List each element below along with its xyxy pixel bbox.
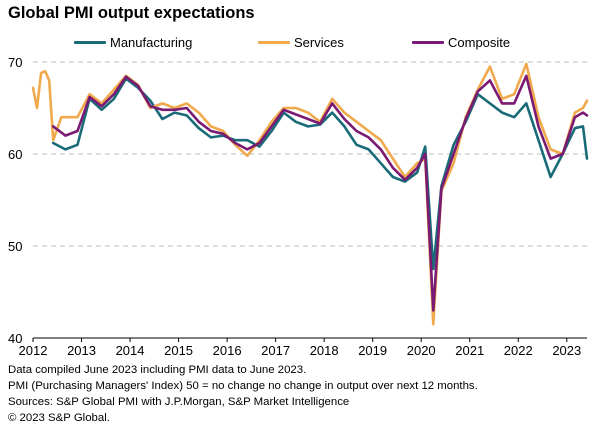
x-tick-label: 2016: [213, 343, 242, 358]
x-tick-label: 2023: [552, 343, 581, 358]
x-tick-label: 2013: [67, 343, 96, 358]
series-line-services: [31, 62, 589, 326]
legend-item-composite: Composite: [412, 33, 510, 51]
y-tick-label: 60: [8, 147, 22, 162]
x-tick-label: 2017: [261, 343, 290, 358]
chart-notes: Data compiled June 2023 including PMI da…: [8, 362, 478, 426]
x-tick-label: 2015: [164, 343, 193, 358]
series-line-composite: [51, 74, 589, 312]
x-tick-label: 2018: [310, 343, 339, 358]
gridlines: [33, 61, 587, 247]
y-tick-label: 50: [8, 239, 22, 254]
legend-label-composite: Composite: [448, 34, 511, 50]
legend-item-manufacturing: Manufacturing: [74, 33, 192, 51]
x-tick-label: 2014: [116, 343, 145, 358]
legend: Manufacturing Services Composite: [0, 33, 598, 51]
note-sources: Sources: S&P Global PMI with J.P.Morgan,…: [8, 396, 350, 408]
note-data-compiled: Data compiled June 2023 including PMI da…: [8, 364, 307, 376]
y-tick-label: 40: [8, 331, 22, 346]
legend-label-services: Services: [294, 34, 344, 50]
x-axis: 2012 2013 2014 2015 2016 2017 2018 2019 2020 2021…: [19, 337, 587, 358]
x-tick-label: 2021: [455, 343, 484, 358]
x-tick-label: 2020: [407, 343, 436, 358]
legend-swatch-manufacturing: [74, 40, 106, 44]
legend-label-manufacturing: Manufacturing: [110, 34, 193, 50]
x-tick-label: 2022: [504, 343, 533, 358]
y-tick-label: 70: [8, 55, 22, 70]
legend-swatch-services: [258, 40, 290, 44]
note-pmi-definition: PMI (Purchasing Managers' Index) 50 = no…: [8, 380, 478, 392]
legend-swatch-composite: [412, 40, 444, 44]
series-lines: [31, 62, 589, 326]
x-tick-label: 2019: [358, 343, 387, 358]
chart-title: Global PMI output expectations: [8, 4, 255, 22]
legend-item-services: Services: [258, 33, 344, 51]
series-line-manufacturing: [51, 77, 589, 271]
x-tick-label: 2012: [19, 343, 48, 358]
y-axis: 40 50 60 70: [8, 55, 22, 346]
note-copyright: © 2023 S&P Global.: [8, 412, 110, 424]
